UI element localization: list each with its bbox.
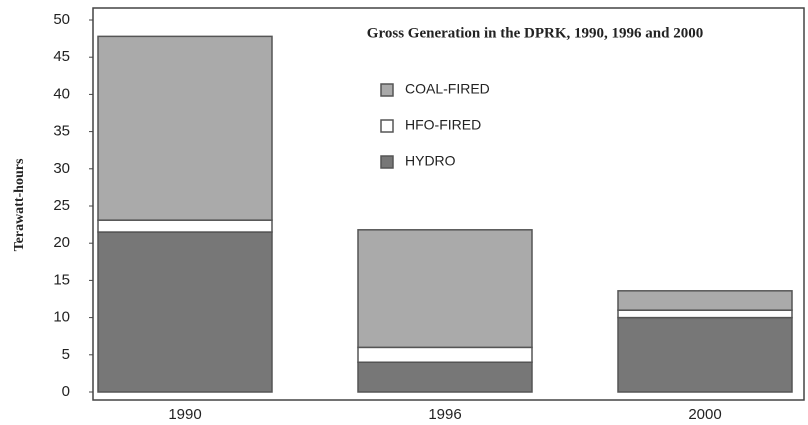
bar-segment xyxy=(97,219,273,233)
legend-swatch xyxy=(380,155,394,169)
y-tick-label: 35 xyxy=(53,123,70,140)
y-tick-label: 10 xyxy=(53,309,70,326)
legend-swatch xyxy=(380,83,394,97)
bar-segment xyxy=(97,231,273,393)
x-tick-label: 2000 xyxy=(688,406,721,423)
y-tick-label: 25 xyxy=(53,197,70,214)
bar-segment xyxy=(357,361,533,393)
legend-swatch xyxy=(380,119,394,133)
y-tick-label: 20 xyxy=(53,234,70,251)
bar-segment xyxy=(357,229,533,349)
plot-frame xyxy=(92,7,805,401)
legend-label: COAL-FIRED xyxy=(405,81,490,97)
x-tick-label: 1990 xyxy=(168,406,201,423)
y-tick-label: 0 xyxy=(62,383,70,400)
y-tick-label: 15 xyxy=(53,271,70,288)
bar-segment xyxy=(617,316,793,393)
y-tick-label: 45 xyxy=(53,48,70,65)
bar-segment xyxy=(617,290,793,311)
bar-segment xyxy=(357,346,533,363)
y-tick-label: 40 xyxy=(53,85,70,102)
x-tick-label: 1996 xyxy=(428,406,461,423)
y-tick-label: 30 xyxy=(53,160,70,177)
bar-segment xyxy=(97,35,273,221)
legend-label: HYDRO xyxy=(405,153,456,169)
legend-label: HFO-FIRED xyxy=(405,117,481,133)
y-tick-label: 5 xyxy=(62,346,70,363)
bar-segment xyxy=(617,309,793,319)
y-tick-label: 50 xyxy=(53,11,70,28)
chart-title: Gross Generation in the DPRK, 1990, 1996… xyxy=(367,25,703,41)
y-axis-label: Terawatt-hours xyxy=(12,158,27,251)
